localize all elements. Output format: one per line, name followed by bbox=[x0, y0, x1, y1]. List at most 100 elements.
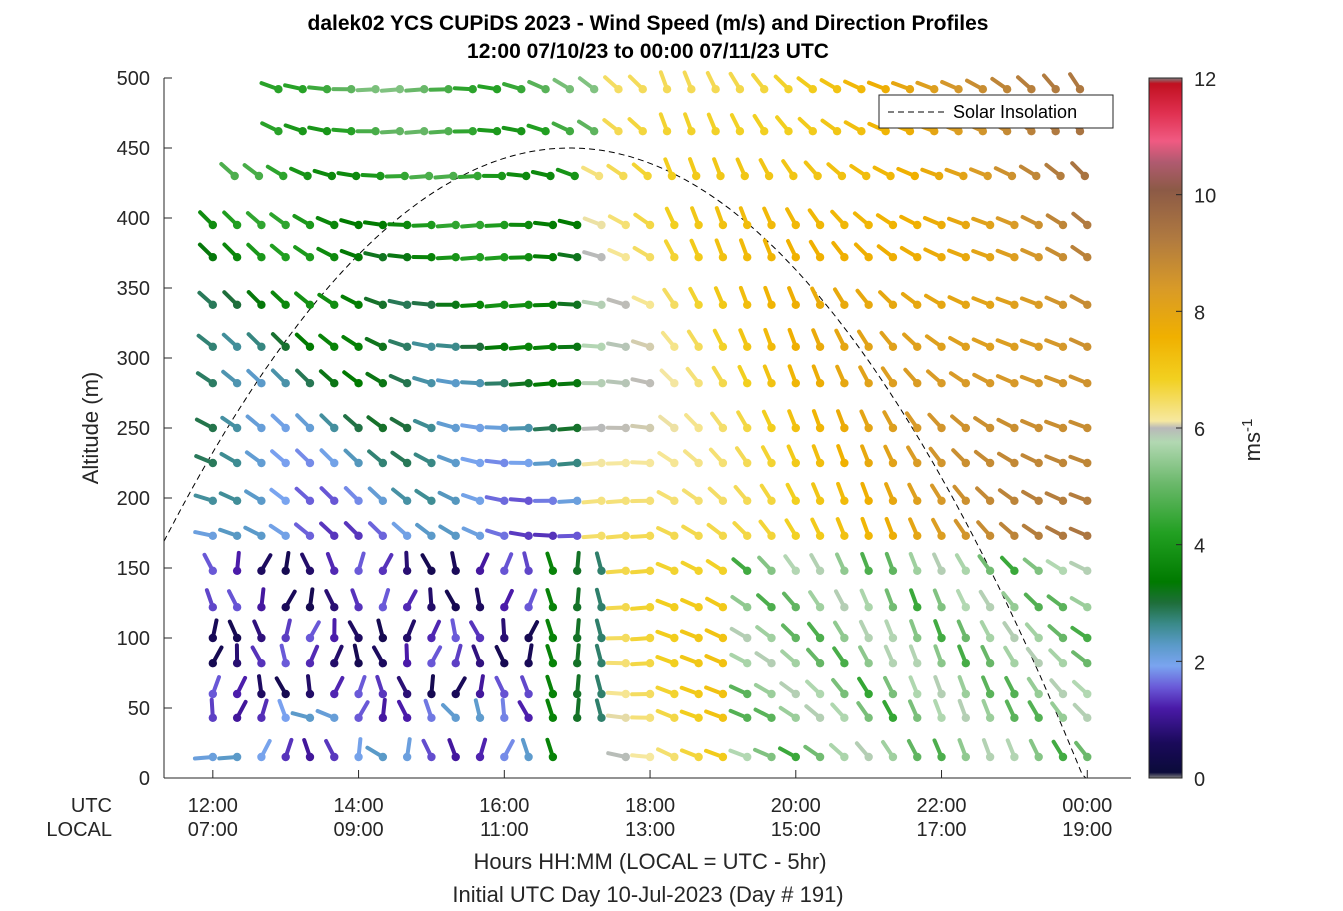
wind-barb-dot bbox=[305, 220, 315, 230]
wind-barb-dot bbox=[815, 423, 825, 433]
wind-barb-dot bbox=[572, 659, 582, 668]
wind-barb-dot bbox=[937, 253, 946, 262]
wind-barb-dot bbox=[670, 220, 679, 230]
wind-barb-dot bbox=[985, 496, 995, 505]
wind-barb-dot bbox=[597, 633, 606, 643]
wind-barb-dot bbox=[208, 300, 218, 309]
wind-barb-dot bbox=[524, 458, 533, 468]
wind-barb-dot bbox=[985, 659, 995, 668]
wind-barb-dot bbox=[232, 253, 242, 262]
wind-barb-dot bbox=[815, 253, 825, 262]
wind-barb-dot bbox=[743, 379, 752, 388]
wind-barb-dot bbox=[1058, 633, 1068, 643]
y-tick-label: 50 bbox=[128, 698, 150, 720]
wind-barb-dot bbox=[645, 633, 655, 643]
wind-barb-dot bbox=[718, 689, 728, 699]
wind-barb-dot bbox=[1058, 752, 1068, 762]
wind-barb-dot bbox=[888, 566, 898, 575]
wind-barb-dot bbox=[427, 531, 436, 540]
wind-barb-dot bbox=[451, 342, 460, 351]
wind-barb-dot bbox=[1034, 458, 1043, 468]
wind-barb-dot bbox=[961, 300, 971, 309]
wind-barb-dot bbox=[419, 85, 429, 94]
wind-barb-dot bbox=[330, 713, 339, 722]
wind-barb-dot bbox=[354, 566, 363, 575]
wind-barb-dot bbox=[643, 171, 652, 181]
x-tick-label-utc: 12:00 bbox=[188, 795, 238, 817]
wind-barb-dot bbox=[670, 752, 679, 762]
wind-barb-dot bbox=[1080, 171, 1090, 181]
wind-barb-dot bbox=[913, 603, 922, 612]
wind-barb-dot bbox=[716, 171, 725, 181]
colorbar-tick-label: 8 bbox=[1194, 302, 1205, 324]
wind-barb-dot bbox=[985, 603, 995, 612]
wind-barb-dot bbox=[840, 458, 849, 468]
wind-barb-dot bbox=[232, 379, 242, 388]
wind-barb-dot bbox=[257, 496, 266, 505]
wind-barb-dot bbox=[330, 423, 339, 433]
wind-barb-dot bbox=[257, 752, 266, 762]
wind-barb-dot bbox=[840, 379, 849, 388]
wind-barb-dot bbox=[743, 603, 752, 612]
wind-barb-dot bbox=[257, 220, 266, 230]
wind-barb-dot bbox=[500, 713, 509, 722]
wind-barb-dot bbox=[837, 171, 847, 181]
wind-barb-dot bbox=[254, 171, 264, 181]
wind-barb-dot bbox=[232, 603, 242, 612]
wind-barb-dot bbox=[208, 496, 218, 505]
wind-barb-dot bbox=[322, 127, 332, 136]
wind-barb-dot bbox=[913, 458, 922, 468]
wind-barb-dot bbox=[961, 342, 971, 351]
y-tick-label: 400 bbox=[117, 208, 150, 230]
wind-barb-dot bbox=[840, 300, 849, 309]
wind-barb-dot bbox=[791, 566, 800, 575]
wind-barb-dot bbox=[913, 713, 922, 722]
wind-barb-dot bbox=[645, 423, 655, 433]
wind-barb-dot bbox=[718, 531, 728, 540]
wind-barb-dot bbox=[694, 379, 703, 388]
wind-barb-dot bbox=[743, 752, 752, 762]
wind-barb-dot bbox=[791, 659, 800, 668]
wind-barb-dot bbox=[330, 752, 339, 762]
wind-barb-dot bbox=[840, 423, 849, 433]
wind-barb-dot bbox=[451, 496, 460, 505]
wind-barb-dot bbox=[815, 220, 825, 230]
wind-barb-dot bbox=[427, 253, 436, 262]
wind-barb-dot bbox=[257, 379, 266, 388]
wind-barb-dot bbox=[572, 496, 582, 505]
wind-barb-dot bbox=[840, 752, 849, 762]
wind-barb-dot bbox=[402, 423, 412, 433]
wind-barb-dot bbox=[1058, 220, 1068, 230]
wind-barb-dot bbox=[985, 531, 995, 540]
wind-barb-dot bbox=[257, 566, 266, 575]
wind-barb-dot bbox=[985, 423, 995, 433]
wind-barb-dot bbox=[427, 689, 436, 699]
wind-barb-dot bbox=[597, 300, 606, 309]
x-tick-label-utc: 14:00 bbox=[334, 795, 384, 817]
wind-barb-dot bbox=[402, 566, 412, 575]
wind-barb-dot bbox=[985, 220, 995, 230]
wind-barb-dot bbox=[354, 752, 363, 762]
wind-barb-dot bbox=[427, 752, 436, 762]
wind-barb-dot bbox=[692, 171, 701, 181]
wind-barb-dot bbox=[985, 379, 995, 388]
wind-barb-dot bbox=[305, 300, 315, 309]
wind-barb-dot bbox=[305, 423, 315, 433]
wind-barb-dot bbox=[670, 379, 679, 388]
wind-barb-dot bbox=[378, 423, 388, 433]
wind-barb-dot bbox=[888, 458, 898, 468]
wind-barb-dot bbox=[670, 566, 679, 575]
wind-barb-dot bbox=[548, 566, 558, 575]
wind-barb-dot bbox=[257, 458, 266, 468]
wind-barb-dot bbox=[1010, 423, 1019, 433]
wind-barb-dot bbox=[791, 300, 800, 309]
wind-barb-dot bbox=[524, 713, 533, 722]
wind-barb-dot bbox=[961, 752, 971, 762]
wind-barb-dot bbox=[1034, 253, 1043, 262]
wind-barb-dot bbox=[208, 423, 218, 433]
wind-barb-dot bbox=[524, 379, 533, 388]
wind-barb-dot bbox=[740, 171, 749, 181]
wind-barb-dot bbox=[621, 566, 630, 575]
wind-barb-dot bbox=[500, 752, 509, 762]
wind-barb-dot bbox=[937, 379, 946, 388]
